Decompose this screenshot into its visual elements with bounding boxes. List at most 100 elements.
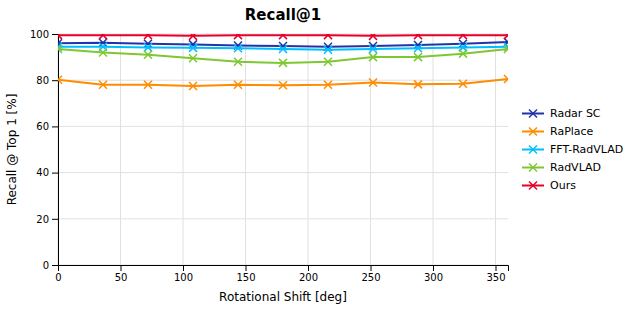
marker bbox=[279, 34, 287, 39]
x-axis-tick-mark bbox=[433, 265, 434, 271]
y-axis-tick: 0 bbox=[43, 260, 58, 271]
legend-marker bbox=[529, 128, 537, 136]
marker bbox=[189, 54, 197, 62]
marker bbox=[144, 81, 152, 89]
y-axis-tick: 40 bbox=[36, 167, 58, 178]
series-markers bbox=[58, 43, 508, 54]
y-axis-tick-mark bbox=[52, 173, 58, 174]
marker bbox=[504, 75, 508, 83]
marker bbox=[504, 34, 508, 39]
x-axis-tick: 0 bbox=[55, 265, 61, 283]
y-axis-line bbox=[52, 35, 59, 266]
legend-marker bbox=[529, 110, 537, 118]
legend-label: Radar SC bbox=[550, 107, 601, 120]
y-axis-tick-mark bbox=[52, 126, 58, 127]
marker bbox=[144, 34, 152, 39]
marker bbox=[369, 34, 377, 40]
grid-line-x bbox=[433, 34, 434, 265]
x-axis-tick: 350 bbox=[486, 265, 505, 283]
legend-label: Ours bbox=[550, 179, 576, 192]
y-axis-tick-mark bbox=[52, 265, 58, 266]
marker bbox=[234, 44, 242, 52]
x-axis-tick-label: 250 bbox=[361, 272, 380, 283]
y-axis-tick: 100 bbox=[30, 29, 58, 40]
y-axis-tick: 20 bbox=[36, 214, 58, 225]
legend-marker bbox=[529, 182, 537, 190]
y-axis-tick-label: 20 bbox=[36, 214, 49, 225]
x-axis-tick-label: 50 bbox=[115, 272, 128, 283]
x-axis-tick: 300 bbox=[424, 265, 443, 283]
marker bbox=[144, 51, 152, 59]
grid-line-x bbox=[370, 34, 371, 265]
legend-label: RadVLAD bbox=[550, 161, 601, 174]
marker bbox=[189, 44, 197, 52]
x-axis-tick-label: 100 bbox=[174, 272, 193, 283]
x-axis-tick-mark bbox=[246, 265, 247, 271]
series-line bbox=[58, 49, 508, 63]
marker bbox=[324, 46, 332, 54]
legend-label: FFT-RadVLAD bbox=[550, 143, 623, 156]
marker bbox=[414, 80, 422, 88]
y-axis-tick-mark bbox=[52, 80, 58, 81]
legend-item: RadVLAD bbox=[522, 161, 601, 174]
legend-item: RaPlace bbox=[522, 125, 594, 138]
marker bbox=[234, 81, 242, 89]
x-axis-tick-label: 200 bbox=[299, 272, 318, 283]
y-axis-tick-mark bbox=[52, 219, 58, 220]
marker bbox=[369, 45, 377, 53]
marker bbox=[414, 34, 422, 39]
x-axis-tick: 150 bbox=[236, 265, 255, 283]
y-axis-tick-label: 60 bbox=[36, 121, 49, 132]
grid bbox=[58, 34, 508, 265]
marker bbox=[279, 81, 287, 89]
marker bbox=[58, 34, 62, 39]
y-axis-title: Recall @ Top 1 [%] bbox=[5, 94, 19, 206]
marker bbox=[234, 58, 242, 66]
marker bbox=[279, 59, 287, 67]
x-axis-tick-mark bbox=[183, 265, 184, 271]
marker bbox=[279, 45, 287, 53]
x-axis-title: Rotational Shift [deg] bbox=[219, 290, 347, 304]
y-axis-tick: 80 bbox=[36, 75, 58, 86]
x-axis-tick: 200 bbox=[299, 265, 318, 283]
y-axis: 0 20 40 60 80 100 bbox=[30, 29, 59, 271]
marker bbox=[99, 34, 107, 39]
x-axis-line bbox=[59, 266, 509, 272]
series-markers bbox=[58, 45, 508, 67]
marker bbox=[99, 48, 107, 56]
y-axis-tick-label: 0 bbox=[43, 260, 49, 271]
marker bbox=[58, 76, 62, 84]
series-markers bbox=[58, 75, 508, 90]
y-axis-tick-label: 100 bbox=[30, 29, 49, 40]
marker bbox=[189, 82, 197, 90]
marker bbox=[459, 50, 467, 58]
grid-line-y bbox=[58, 218, 508, 219]
legend-item: FFT-RadVLAD bbox=[522, 143, 623, 156]
marker bbox=[324, 81, 332, 89]
legend-marker bbox=[529, 164, 537, 172]
grid-line-y bbox=[58, 80, 508, 81]
marker bbox=[189, 34, 197, 40]
x-axis-tick-label: 150 bbox=[236, 272, 255, 283]
legend-item: Ours bbox=[522, 179, 576, 192]
legend: Radar SC RaPlace FFT-RadVLAD RadVLAD Ours bbox=[522, 107, 623, 192]
x-axis-tick-mark bbox=[121, 265, 122, 271]
x-axis-tick-mark bbox=[496, 265, 497, 271]
chart: 050100150200250300350020406080100Recall@… bbox=[0, 0, 640, 309]
y-axis-tick-label: 40 bbox=[36, 167, 49, 178]
marker bbox=[234, 34, 242, 39]
marker bbox=[459, 34, 467, 39]
x-axis-tick-label: 0 bbox=[55, 272, 61, 283]
marker bbox=[144, 43, 152, 51]
marker bbox=[369, 79, 377, 87]
grid-line-x bbox=[120, 34, 121, 265]
x-axis-tick-mark bbox=[371, 265, 372, 271]
grid-line-x bbox=[245, 34, 246, 265]
marker bbox=[459, 80, 467, 88]
grid-line-y bbox=[58, 126, 508, 127]
x-axis: 0 50 100 150 200 250 300 350 bbox=[55, 265, 508, 283]
series-markers bbox=[58, 34, 508, 40]
marker bbox=[58, 45, 62, 53]
legend-item: Radar SC bbox=[522, 107, 601, 120]
legend-marker bbox=[529, 146, 537, 154]
